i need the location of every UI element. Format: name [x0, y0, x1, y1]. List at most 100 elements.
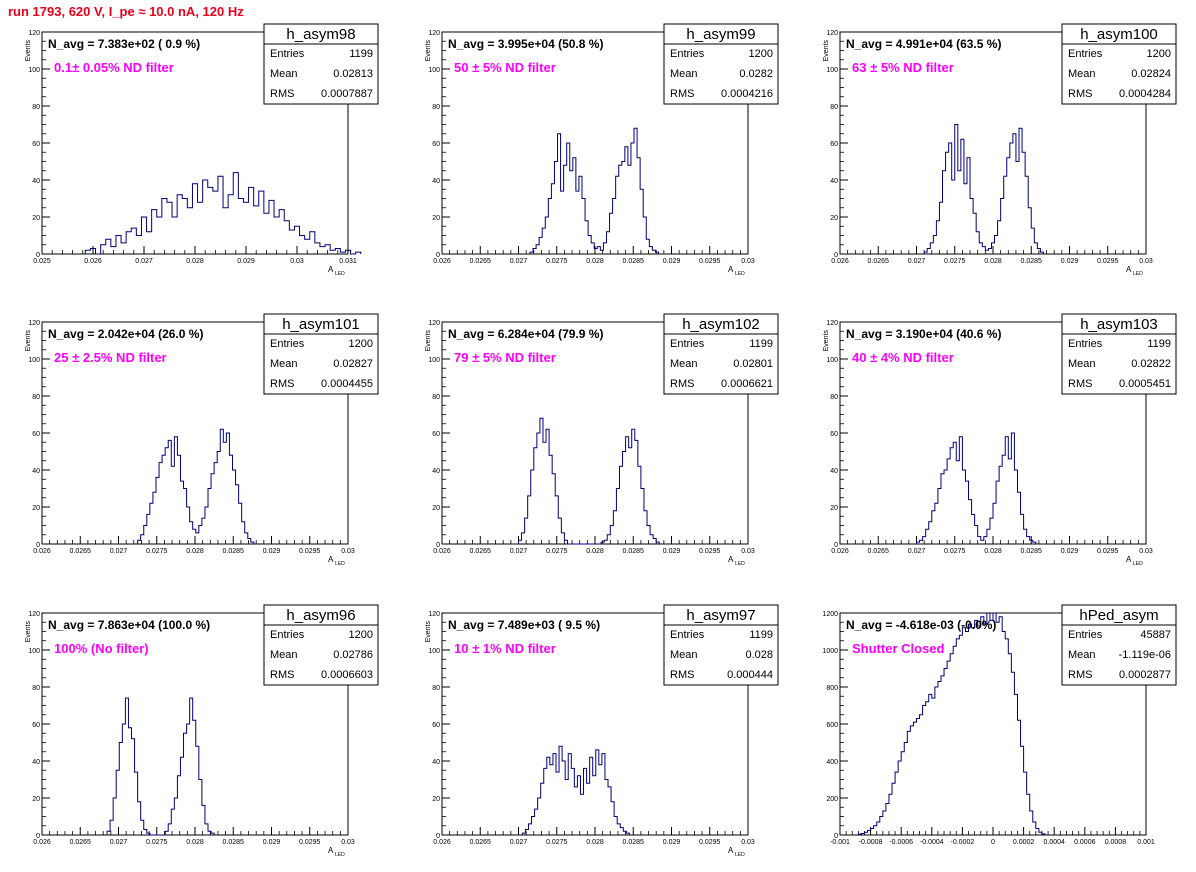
- stats-label: Entries: [670, 48, 705, 60]
- n-avg-label: N_avg = -4.618e-03 (-0.0%): [846, 618, 996, 632]
- x-tick-label: 0.029: [263, 839, 281, 846]
- histogram-line: [529, 127, 659, 254]
- x-tick-label: 0.0285: [623, 258, 645, 265]
- x-tick-label: 0.03: [341, 839, 355, 846]
- y-tick-label: 80: [32, 394, 40, 401]
- stats-label: Entries: [670, 338, 705, 350]
- stats-label: Entries: [270, 338, 305, 350]
- stats-label: Mean: [670, 649, 698, 661]
- filter-label: Shutter Closed: [852, 641, 945, 656]
- x-tick-label: 0.0265: [70, 548, 92, 555]
- stats-label: RMS: [1068, 669, 1092, 681]
- y-tick-label: 40: [830, 468, 838, 475]
- y-tick-label: 20: [32, 215, 40, 222]
- stats-label: Mean: [670, 358, 698, 370]
- y-tick-label: 0: [834, 833, 838, 840]
- x-tick-label: 0.0295: [699, 258, 721, 265]
- x-tick-label: 0.0275: [546, 258, 568, 265]
- stats-label: Mean: [1068, 649, 1096, 661]
- stats-label: RMS: [670, 669, 694, 681]
- stats-value: 1200: [1147, 48, 1171, 60]
- x-tick-label: 0.026: [433, 258, 451, 265]
- y-tick-label: 60: [830, 431, 838, 438]
- x-tick-label: 0.0285: [623, 839, 645, 846]
- y-tick-label: 120: [428, 30, 440, 37]
- x-tick-label: 0.0285: [1021, 548, 1043, 555]
- x-tick-label: 0.0275: [546, 548, 568, 555]
- filter-label: 50 ± 5% ND filter: [454, 60, 556, 75]
- stats-label: Entries: [270, 48, 305, 60]
- histogram-line: [521, 745, 630, 835]
- y-tick-label: 40: [432, 178, 440, 185]
- stats-label: Entries: [270, 629, 305, 641]
- y-tick-label: 80: [432, 394, 440, 401]
- histogram-panel-h_asym103: 0 20 40 60 80 100 120 0.026 0.0265 0.027 0.0275 0.0…: [823, 313, 1177, 567]
- histogram-line: [916, 432, 1037, 544]
- x-tick-label: 0.0275: [146, 548, 168, 555]
- stats-title: hPed_asym: [1079, 607, 1158, 624]
- stats-value: 0.0004455: [321, 378, 373, 390]
- x-tick-label: 0.029: [263, 548, 281, 555]
- y-tick-label: 0: [834, 542, 838, 549]
- y-tick-label: 400: [826, 759, 838, 766]
- stats-box: [663, 23, 779, 105]
- x-axis-label: A: [328, 846, 334, 855]
- x-tick-label: 0.027: [510, 548, 528, 555]
- filter-label: 100% (No filter): [54, 641, 149, 656]
- stats-value: 0.0005451: [1119, 378, 1171, 390]
- y-tick-label: 60: [432, 141, 440, 148]
- x-tick-label: 0.0265: [470, 548, 492, 555]
- stats-value: 1199: [1147, 338, 1171, 350]
- stats-value: 0.02813: [333, 68, 373, 80]
- stats-box: [663, 313, 779, 395]
- y-tick-label: 40: [32, 759, 40, 766]
- y-tick-label: 20: [432, 215, 440, 222]
- y-tick-label: 60: [432, 431, 440, 438]
- y-axis-label: Events: [25, 621, 32, 643]
- x-tick-label: 0.027: [510, 258, 528, 265]
- x-tick-label: 0.0265: [868, 258, 890, 265]
- stats-box: [263, 23, 379, 105]
- x-axis-label-sub: LED: [735, 852, 745, 858]
- histogram-line: [84, 172, 362, 255]
- x-axis-label: A: [1126, 265, 1132, 274]
- y-tick-label: 100: [28, 648, 40, 655]
- y-tick-label: 0: [36, 833, 40, 840]
- x-axis-label: A: [728, 555, 734, 564]
- x-tick-label: 0.026: [33, 548, 51, 555]
- n-avg-label: N_avg = 7.383e+02 ( 0.9 %): [48, 37, 200, 51]
- x-tick-label: 0.0265: [868, 548, 890, 555]
- x-tick-label: 0.025: [33, 258, 51, 265]
- x-tick-label: 0.0285: [623, 548, 645, 555]
- n-avg-label: N_avg = 7.863e+04 (100.0 %): [48, 618, 210, 632]
- x-tick-label: 0.026: [433, 548, 451, 555]
- stats-value: 1200: [349, 338, 373, 350]
- x-tick-label: 0.0265: [470, 839, 492, 846]
- x-tick-label: 0.0285: [223, 548, 245, 555]
- stats-value: 1199: [749, 629, 773, 641]
- x-tick-label: 0.0002: [1013, 839, 1035, 846]
- n-avg-label: N_avg = 3.190e+04 (40.6 %): [846, 327, 1001, 341]
- x-axis-label: A: [1126, 555, 1132, 564]
- x-tick-label: 0.03: [290, 258, 304, 265]
- x-tick-label: 0.0008: [1105, 839, 1127, 846]
- x-tick-label: 0.029: [663, 548, 681, 555]
- y-tick-label: 60: [830, 141, 838, 148]
- y-axis-label: Events: [823, 40, 830, 62]
- y-tick-label: 60: [32, 431, 40, 438]
- stats-title: h_asym103: [1080, 316, 1158, 333]
- stats-title: h_asym99: [686, 26, 755, 43]
- x-tick-label: 0.0265: [70, 839, 92, 846]
- y-tick-label: 0: [36, 542, 40, 549]
- y-tick-label: 1200: [822, 611, 838, 618]
- x-tick-label: -0.0002: [951, 839, 975, 846]
- stats-label: Entries: [1068, 629, 1103, 641]
- y-tick-label: 40: [32, 178, 40, 185]
- stats-value: 0.0282: [739, 68, 773, 80]
- y-tick-label: 100: [826, 357, 838, 364]
- x-tick-label: -0.0006: [889, 839, 913, 846]
- histogram-panel-h_asym102: 0 20 40 60 80 100 120 0.026 0.0265 0.027 0.0275 0.0…: [425, 313, 779, 567]
- y-tick-label: 80: [830, 394, 838, 401]
- x-tick-label: 0.0275: [944, 548, 966, 555]
- x-tick-label: 0.027: [135, 258, 153, 265]
